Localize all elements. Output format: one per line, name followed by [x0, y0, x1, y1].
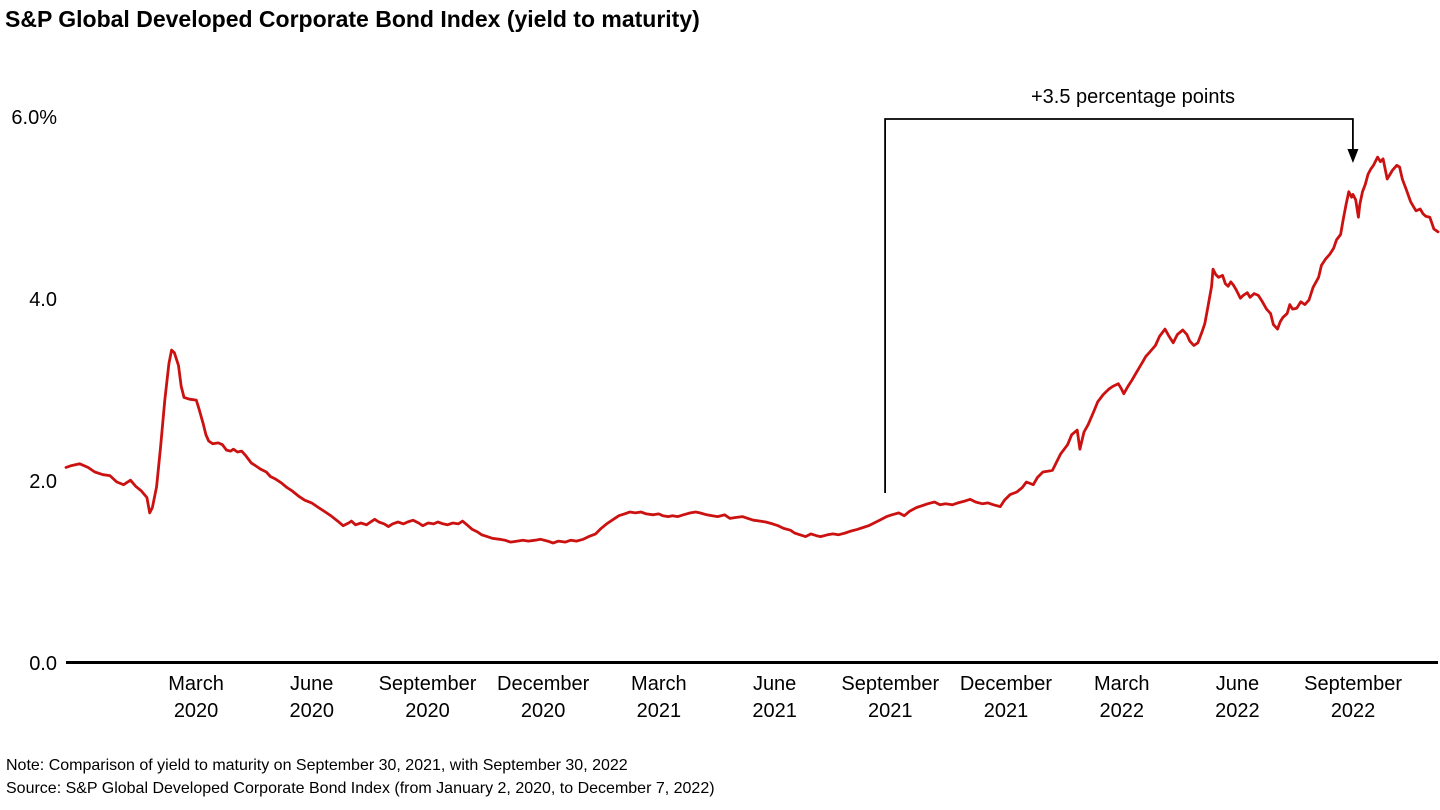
x-tick-label: September 2022	[1268, 671, 1438, 725]
x-tick-year: 2020	[405, 700, 450, 722]
x-tick-month: September	[378, 673, 477, 695]
x-tick-label: March 2022	[1037, 671, 1207, 725]
x-tick-label: December 2020	[458, 671, 628, 725]
chart-title: S&P Global Developed Corporate Bond Inde…	[5, 6, 700, 32]
x-tick-month: June	[752, 673, 797, 695]
x-tick-month: June	[290, 673, 334, 695]
x-tick-year: 2020	[289, 700, 334, 722]
x-tick-month: June	[1215, 673, 1260, 695]
y-tick-label: 2.0	[29, 471, 57, 493]
x-tick-month: December	[497, 673, 590, 695]
x-tick-year: 2021	[636, 700, 682, 722]
x-tick-label: June 2021	[690, 671, 860, 725]
source-line: Source: S&P Global Developed Corporate B…	[6, 780, 715, 797]
annotation-bracket	[884, 118, 1354, 493]
x-tick-label: December 2021	[921, 671, 1091, 725]
x-tick-label: June 2020	[227, 671, 397, 725]
yield-line-series	[64, 155, 1440, 545]
y-tick-label: 6.0%	[11, 107, 57, 129]
x-tick-year: 2021	[983, 700, 1029, 722]
x-tick-year: 2020	[173, 700, 219, 722]
note-line: Note: Comparison of yield to maturity on…	[6, 757, 628, 774]
y-tick-label: 0.0	[29, 653, 57, 675]
x-tick-month: March	[168, 673, 224, 695]
x-tick-month: March	[1093, 673, 1150, 695]
y-tick-label: 4.0	[29, 289, 57, 311]
x-tick-label: September 2020	[343, 671, 513, 725]
x-tick-year: 2021	[752, 700, 797, 722]
x-tick-month: December	[959, 673, 1053, 695]
annotation-label: +3.5 percentage points	[1030, 86, 1236, 108]
down-arrow-icon	[1347, 149, 1359, 163]
x-tick-year: 2021	[868, 700, 913, 722]
x-tick-month: September	[841, 673, 940, 695]
x-tick-year: 2020	[520, 700, 566, 722]
x-tick-year: 2022	[1099, 700, 1145, 722]
footnotes: Note: Comparison of yield to maturity on…	[6, 754, 715, 800]
x-tick-year: 2022	[1215, 700, 1260, 722]
x-tick-month: September	[1304, 673, 1402, 695]
x-tick-label: March 2020	[111, 671, 281, 725]
x-tick-year: 2022	[1330, 700, 1376, 722]
x-tick-label: June 2022	[1152, 671, 1322, 725]
x-tick-label: September 2021	[805, 671, 975, 725]
x-tick-label: March 2021	[574, 671, 744, 725]
x-tick-month: March	[631, 673, 687, 695]
